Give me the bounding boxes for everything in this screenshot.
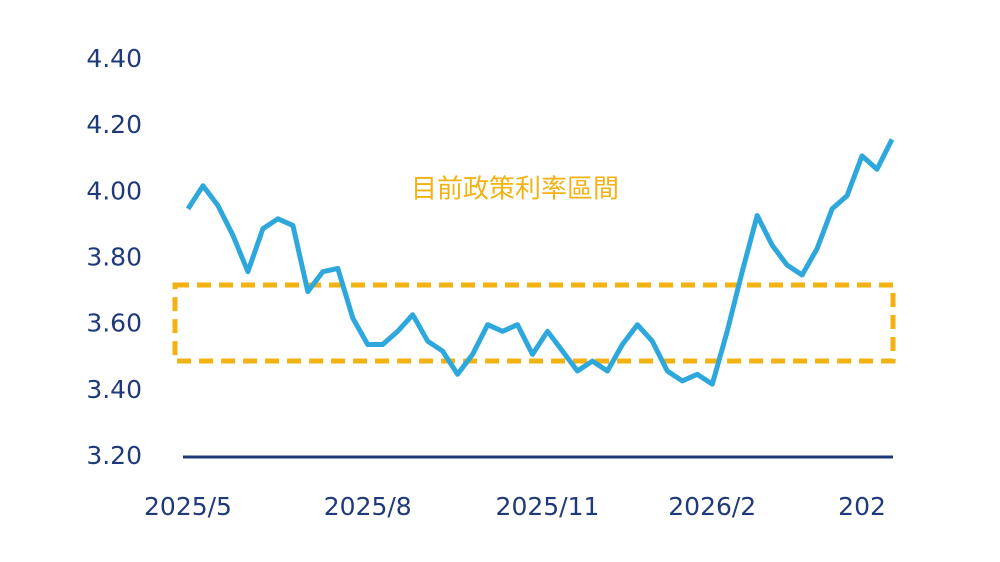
x-tick-label: 2026/2 xyxy=(668,492,756,521)
y-tick-label: 3.40 xyxy=(86,375,142,404)
line xyxy=(185,138,895,387)
y-tick-label: 3.20 xyxy=(86,441,142,470)
x-tick-label: 2025/5 xyxy=(144,492,232,521)
x-tick-label: 202 xyxy=(838,492,886,521)
y-tick-label: 4.40 xyxy=(86,44,142,73)
y-tick-label: 4.00 xyxy=(86,176,142,205)
x-tick-label: 2025/8 xyxy=(324,492,412,521)
y-tick-label: 3.80 xyxy=(86,243,142,272)
policy-rate-band xyxy=(172,282,896,364)
band-label: 目前政策利率區間 xyxy=(411,175,619,205)
y-tick-label: 3.60 xyxy=(86,309,142,338)
x-tick-label: 2025/11 xyxy=(496,492,600,521)
y-tick-label: 4.20 xyxy=(86,110,142,139)
